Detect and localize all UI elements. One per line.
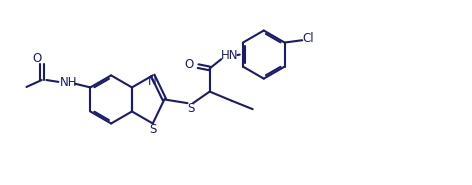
Text: NH: NH <box>60 76 77 89</box>
Text: S: S <box>150 123 157 137</box>
Text: Cl: Cl <box>303 32 314 45</box>
Text: O: O <box>32 52 41 65</box>
Text: O: O <box>184 58 194 71</box>
Text: S: S <box>187 102 195 115</box>
Text: HN: HN <box>221 48 238 62</box>
Text: N: N <box>148 75 157 88</box>
